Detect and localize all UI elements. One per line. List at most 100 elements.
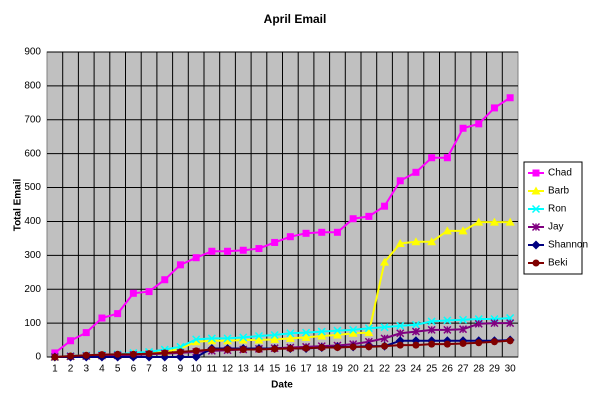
y-tick-label: 700 <box>24 114 41 125</box>
marker <box>395 238 405 247</box>
marker <box>531 240 541 250</box>
x-tick-label: 13 <box>238 364 250 375</box>
marker <box>490 319 499 328</box>
marker <box>239 346 247 354</box>
marker <box>475 120 483 128</box>
marker <box>270 330 279 340</box>
marker <box>428 340 436 348</box>
marker <box>67 337 75 345</box>
marker <box>254 331 263 341</box>
marker <box>238 335 248 344</box>
marker <box>427 317 436 326</box>
x-tick-label: 21 <box>363 364 375 375</box>
marker <box>381 342 389 350</box>
marker <box>427 325 436 334</box>
marker <box>333 344 341 352</box>
x-tick-label: 6 <box>131 364 137 375</box>
x-tick-label: 2 <box>68 364 74 375</box>
marker <box>381 202 389 210</box>
marker <box>286 233 294 241</box>
x-tick-label: 5 <box>115 364 121 375</box>
marker <box>506 337 514 345</box>
marker <box>175 352 185 362</box>
x-tick-label: 17 <box>300 364 312 375</box>
y-tick-label: 100 <box>24 318 41 329</box>
marker <box>490 104 498 112</box>
marker <box>531 204 541 214</box>
marker <box>442 226 452 235</box>
marker <box>286 329 295 338</box>
marker <box>332 330 342 339</box>
x-tick-label: 8 <box>162 364 168 375</box>
marker <box>380 257 390 266</box>
marker <box>192 335 201 344</box>
marker <box>443 154 451 162</box>
marker <box>411 327 420 336</box>
marker <box>145 288 153 296</box>
legend-label: Jay <box>548 222 564 233</box>
y-tick-label: 900 <box>24 47 41 58</box>
marker <box>532 259 540 267</box>
marker <box>191 352 201 362</box>
marker <box>239 246 247 254</box>
y-tick-label: 600 <box>24 148 41 159</box>
x-tick-label: 16 <box>285 364 297 375</box>
legend-label: Shannon <box>548 240 588 251</box>
marker <box>443 316 452 325</box>
marker <box>82 351 90 359</box>
marker <box>207 336 217 345</box>
marker <box>318 344 326 352</box>
marker <box>411 237 421 246</box>
marker <box>396 341 404 349</box>
x-tick-label: 25 <box>426 364 438 375</box>
marker <box>475 339 483 347</box>
marker <box>474 319 483 328</box>
marker <box>302 328 311 337</box>
y-tick-label: 200 <box>24 284 41 295</box>
marker <box>531 186 541 195</box>
x-tick-label: 15 <box>269 364 281 375</box>
marker <box>302 344 310 352</box>
marker <box>114 310 122 318</box>
marker <box>176 261 184 269</box>
marker <box>505 217 515 226</box>
marker <box>365 212 373 220</box>
marker <box>365 343 373 351</box>
marker <box>427 237 437 246</box>
y-tick-label: 400 <box>24 216 41 227</box>
marker <box>192 254 200 262</box>
marker <box>129 289 137 297</box>
marker <box>271 238 279 246</box>
marker <box>349 343 357 351</box>
marker <box>271 345 279 353</box>
marker <box>207 334 216 343</box>
y-tick-label: 300 <box>24 250 41 261</box>
marker <box>145 350 153 358</box>
marker <box>411 320 420 329</box>
marker <box>396 321 405 330</box>
y-tick-label: 500 <box>24 182 41 193</box>
marker <box>270 334 280 343</box>
x-tick-label: 23 <box>395 364 407 375</box>
x-tick-label: 27 <box>457 364 469 375</box>
marker <box>506 94 514 102</box>
legend-label: Ron <box>548 204 566 215</box>
marker <box>208 247 216 255</box>
x-tick-label: 12 <box>222 364 234 375</box>
x-tick-label: 30 <box>505 364 517 375</box>
x-tick-label: 11 <box>207 364 218 375</box>
x-tick-label: 18 <box>316 364 328 375</box>
marker <box>412 341 420 349</box>
marker <box>114 350 122 358</box>
marker <box>317 327 326 336</box>
legend-label: Chad <box>548 168 572 179</box>
marker <box>191 337 201 346</box>
legend-label: Beki <box>548 258 567 269</box>
y-tick-label: 0 <box>35 352 41 363</box>
marker <box>302 229 310 237</box>
x-tick-label: 29 <box>489 364 501 375</box>
x-tick-label: 26 <box>442 364 454 375</box>
marker <box>301 332 311 341</box>
marker <box>192 347 200 355</box>
